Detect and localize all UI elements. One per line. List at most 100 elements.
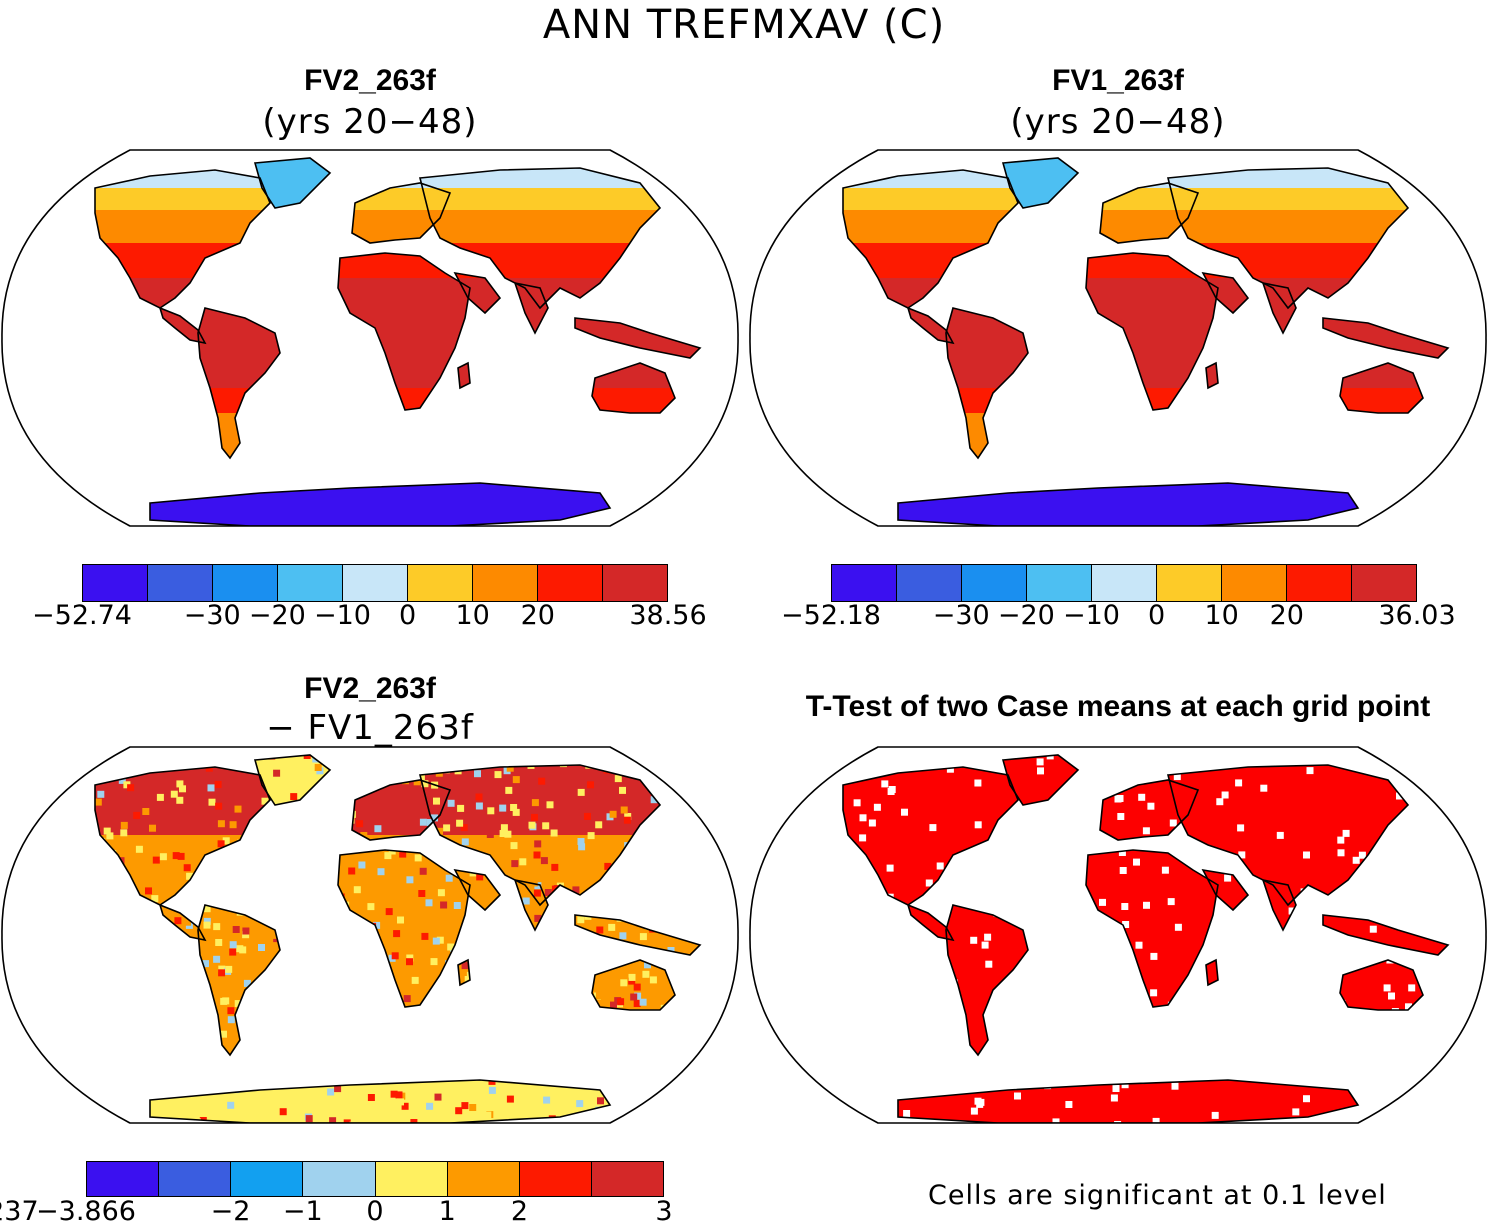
grid-cell bbox=[1150, 989, 1158, 997]
grid-cell bbox=[207, 784, 215, 792]
grid-cell bbox=[366, 1063, 374, 1071]
coastlines bbox=[94, 157, 702, 526]
grid-cell bbox=[72, 914, 80, 922]
grid-cell bbox=[291, 1089, 299, 1097]
colorbar-tick-label: −52.18 bbox=[781, 600, 881, 631]
grid-cell bbox=[587, 781, 594, 789]
grid-cell bbox=[474, 770, 481, 778]
grid-cell bbox=[1303, 851, 1310, 859]
grid-cell bbox=[218, 965, 226, 973]
grid-cell bbox=[1405, 1003, 1412, 1011]
grid-cell bbox=[78, 942, 86, 950]
grid-cell bbox=[254, 986, 262, 994]
grid-cell bbox=[40, 903, 47, 911]
grid-cell bbox=[510, 804, 518, 811]
grid-cell bbox=[223, 859, 231, 866]
coastline-indonesia bbox=[1322, 317, 1450, 359]
grid-cell bbox=[82, 1110, 90, 1118]
grid-cell bbox=[273, 844, 281, 852]
grid-cell bbox=[562, 1021, 570, 1029]
grid-cell bbox=[399, 850, 407, 858]
grid-cell bbox=[69, 806, 77, 813]
grid-cell bbox=[73, 1059, 81, 1067]
grid-cell bbox=[77, 1018, 85, 1026]
grid-cell bbox=[26, 879, 34, 887]
grid-cell bbox=[1258, 752, 1266, 760]
grid-cell bbox=[208, 798, 216, 806]
grid-cell bbox=[664, 1065, 672, 1073]
grid-cell bbox=[11, 748, 19, 756]
grid-cell bbox=[859, 814, 867, 822]
grid-cell bbox=[1064, 748, 1072, 756]
grid-cell bbox=[170, 1096, 178, 1104]
land-group bbox=[755, 748, 1487, 1123]
grid-cell bbox=[260, 919, 268, 927]
grid-cell bbox=[635, 859, 643, 867]
grid-cell bbox=[519, 858, 527, 866]
grid-cell bbox=[323, 818, 331, 826]
grid-cell bbox=[642, 970, 650, 978]
grid-cell bbox=[819, 905, 827, 913]
grid-cell bbox=[461, 838, 469, 846]
grid-cell bbox=[500, 1071, 508, 1079]
grid-cell bbox=[1463, 966, 1471, 974]
panel-title-fv2: FV2_263f bbox=[304, 64, 436, 97]
grid-cell bbox=[332, 921, 340, 929]
grid-cell bbox=[764, 993, 772, 1001]
grid-cell bbox=[676, 815, 684, 823]
grid-cell bbox=[234, 1000, 242, 1008]
grid-cell bbox=[392, 763, 400, 771]
band-rect bbox=[95, 210, 270, 243]
grid-cell bbox=[334, 767, 342, 774]
grid-cell bbox=[544, 889, 552, 896]
coastline-india bbox=[513, 281, 549, 335]
grid-cell bbox=[627, 1075, 635, 1083]
grid-cell bbox=[1043, 902, 1050, 910]
grid-cell bbox=[98, 859, 106, 867]
colorbar-cell bbox=[1222, 565, 1287, 601]
grid-cell bbox=[323, 900, 331, 908]
grid-cell bbox=[83, 910, 91, 918]
grid-cell bbox=[691, 1119, 699, 1123]
grid-cell bbox=[510, 842, 518, 850]
band-rect bbox=[1206, 363, 1218, 388]
grid-cell bbox=[1473, 1026, 1481, 1034]
grid-cell bbox=[72, 872, 80, 880]
grid-cell bbox=[1057, 995, 1065, 1003]
grid-cell bbox=[608, 887, 616, 895]
grid-cell bbox=[358, 861, 366, 869]
grid-cell bbox=[359, 1095, 367, 1103]
grid-cell bbox=[421, 932, 429, 940]
grid-cell bbox=[447, 1108, 455, 1116]
grid-cell bbox=[227, 1007, 235, 1015]
grid-cell bbox=[547, 1026, 555, 1034]
grid-cell bbox=[1209, 1045, 1217, 1053]
grid-cell bbox=[925, 879, 933, 887]
colorbar-cell bbox=[83, 565, 148, 601]
colorbar-tick-label: −30 bbox=[932, 600, 990, 631]
grid-cell bbox=[679, 820, 687, 828]
grid-cell bbox=[367, 1094, 375, 1101]
grid-cell bbox=[585, 761, 593, 769]
grid-cell bbox=[1454, 764, 1462, 772]
grid-cell bbox=[391, 952, 399, 960]
grid-cell bbox=[93, 1006, 101, 1014]
grid-cell bbox=[715, 1030, 722, 1038]
grid-cell bbox=[672, 1047, 680, 1055]
grid-cell bbox=[530, 1052, 538, 1060]
grid-cell bbox=[572, 969, 580, 977]
grid-cell bbox=[1142, 827, 1150, 835]
grid-cell bbox=[535, 938, 543, 946]
grid-cell bbox=[1078, 770, 1086, 778]
grid-cell bbox=[297, 835, 305, 843]
grid-cell bbox=[600, 1083, 608, 1091]
grid-cell bbox=[682, 1052, 690, 1060]
figure-title: ANN TREFMXAV (C) bbox=[542, 2, 946, 48]
grid-cell bbox=[129, 958, 137, 966]
band-rect bbox=[843, 210, 1018, 243]
grid-cell bbox=[445, 874, 453, 882]
grid-cell bbox=[87, 802, 95, 809]
grid-cell bbox=[1417, 820, 1425, 828]
grid-cell bbox=[142, 973, 150, 981]
grid-cell bbox=[1313, 929, 1321, 937]
